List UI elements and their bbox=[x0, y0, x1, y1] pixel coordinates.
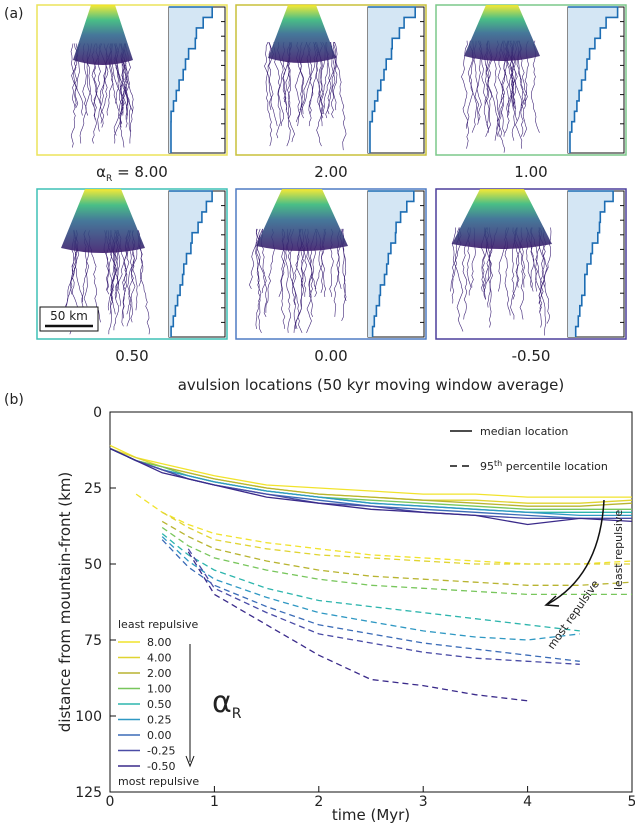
legend-label: 1.00 bbox=[147, 683, 172, 696]
alpha-value: 0.50 bbox=[115, 347, 148, 365]
y-tick-label: 25 bbox=[84, 481, 102, 497]
alpha-value: 2.00 bbox=[314, 163, 347, 181]
alpha-label: 0.00 bbox=[314, 347, 347, 365]
alpha-label: -0.50 bbox=[512, 347, 551, 365]
alpha-label: 2.00 bbox=[314, 163, 347, 181]
histogram-step bbox=[368, 6, 416, 153]
x-tick-label: 5 bbox=[628, 794, 635, 810]
style-label: median location bbox=[480, 425, 568, 438]
alpha-value: 0.00 bbox=[314, 347, 347, 365]
alpha-value: -0.50 bbox=[512, 347, 551, 365]
legend-label: -0.50 bbox=[147, 760, 175, 773]
legend-label: 0.50 bbox=[147, 698, 172, 711]
median-line bbox=[109, 447, 633, 526]
scale-bar-label: 50 km bbox=[50, 309, 88, 323]
alpha-equals: = bbox=[112, 163, 134, 181]
histogram-step bbox=[169, 6, 213, 153]
legend-label: 2.00 bbox=[147, 667, 172, 680]
legend-symbol-main: α bbox=[212, 685, 232, 720]
channel-path bbox=[70, 43, 77, 108]
x-tick-label: 0 bbox=[106, 794, 115, 810]
legend-symbol: αR bbox=[212, 685, 242, 722]
alpha-subscript: R bbox=[106, 174, 112, 184]
plot-frame bbox=[109, 411, 633, 793]
percentile-line bbox=[161, 536, 580, 641]
fan-shape bbox=[452, 189, 552, 249]
percentile-line bbox=[161, 539, 580, 662]
y-tick-label: 125 bbox=[75, 785, 102, 801]
percentile-line bbox=[161, 533, 580, 632]
alpha-value: 1.00 bbox=[514, 163, 547, 181]
legend-symbol-sub: R bbox=[232, 706, 242, 722]
style-label-rest: percentile location bbox=[502, 460, 608, 473]
fan-shape bbox=[256, 189, 348, 251]
x-tick-label: 3 bbox=[419, 794, 428, 810]
style-label-number: 95 bbox=[480, 460, 494, 473]
histogram-step bbox=[568, 190, 614, 337]
channel-path bbox=[249, 228, 258, 290]
channel-path bbox=[334, 42, 347, 151]
median-line bbox=[109, 447, 632, 517]
channel-path bbox=[451, 227, 457, 304]
legend-label: 8.00 bbox=[147, 636, 172, 649]
percentile-line bbox=[161, 526, 632, 596]
median-line bbox=[109, 444, 632, 498]
histogram-fill bbox=[169, 7, 213, 153]
histogram-fill bbox=[368, 7, 416, 153]
histogram-step bbox=[568, 6, 619, 153]
alpha-label: 1.00 bbox=[514, 163, 547, 181]
histogram-step bbox=[368, 190, 415, 337]
style-label-sup: th bbox=[494, 459, 502, 468]
annotation-top: least repulsive bbox=[612, 510, 625, 590]
median-line bbox=[109, 447, 632, 520]
annotation-bottom: most repulsive bbox=[545, 578, 602, 652]
y-axis-label: distance from mountain-front (km) bbox=[56, 472, 74, 732]
histogram-fill bbox=[169, 191, 213, 337]
y-tick-label: 50 bbox=[84, 557, 102, 573]
legend-footer: most repulsive bbox=[118, 775, 199, 788]
panel-label: (b) bbox=[4, 392, 24, 408]
channel-path bbox=[264, 41, 278, 127]
channel-path bbox=[466, 40, 474, 149]
channel-path bbox=[325, 42, 337, 119]
channel-path bbox=[255, 228, 262, 334]
annotation-arrowhead bbox=[544, 595, 560, 607]
histogram-fill bbox=[568, 7, 618, 153]
fan-shape bbox=[464, 5, 540, 61]
legend-arrowhead bbox=[185, 755, 195, 768]
style-label: 95th percentile location bbox=[480, 459, 608, 473]
median-line bbox=[109, 447, 632, 520]
alpha-label: αR = 8.00 bbox=[96, 163, 168, 184]
chart-title: avulsion locations (50 kyr moving window… bbox=[178, 376, 565, 394]
alpha-label: 0.50 bbox=[115, 347, 148, 365]
legend-label: 0.25 bbox=[147, 714, 172, 727]
annotation-arrow bbox=[547, 499, 605, 605]
fan-shape bbox=[268, 5, 336, 63]
x-axis-label: time (Myr) bbox=[332, 806, 410, 824]
y-tick-label: 100 bbox=[75, 709, 102, 725]
alpha-symbol: α bbox=[96, 163, 106, 181]
legend-label: 0.00 bbox=[147, 729, 172, 742]
percentile-line bbox=[161, 511, 632, 565]
y-tick-label: 75 bbox=[84, 633, 102, 649]
histogram-fill bbox=[368, 191, 414, 337]
x-tick-label: 4 bbox=[523, 794, 532, 810]
percentile-line bbox=[187, 548, 580, 665]
legend-header: least repulsive bbox=[118, 618, 198, 631]
fan-shape bbox=[73, 5, 133, 65]
legend-label: 4.00 bbox=[147, 652, 172, 665]
y-tick-label: 0 bbox=[93, 405, 102, 421]
percentile-line bbox=[187, 551, 528, 702]
channel-path bbox=[544, 227, 552, 288]
fan-shape bbox=[61, 189, 145, 253]
panel-label: (a) bbox=[4, 6, 24, 22]
channel-path bbox=[265, 41, 273, 147]
x-tick-label: 1 bbox=[210, 794, 219, 810]
histogram-step bbox=[169, 190, 213, 337]
alpha-value: 8.00 bbox=[134, 163, 167, 181]
legend-label: -0.25 bbox=[147, 745, 175, 758]
x-tick-label: 2 bbox=[314, 794, 323, 810]
percentile-line bbox=[161, 520, 633, 586]
